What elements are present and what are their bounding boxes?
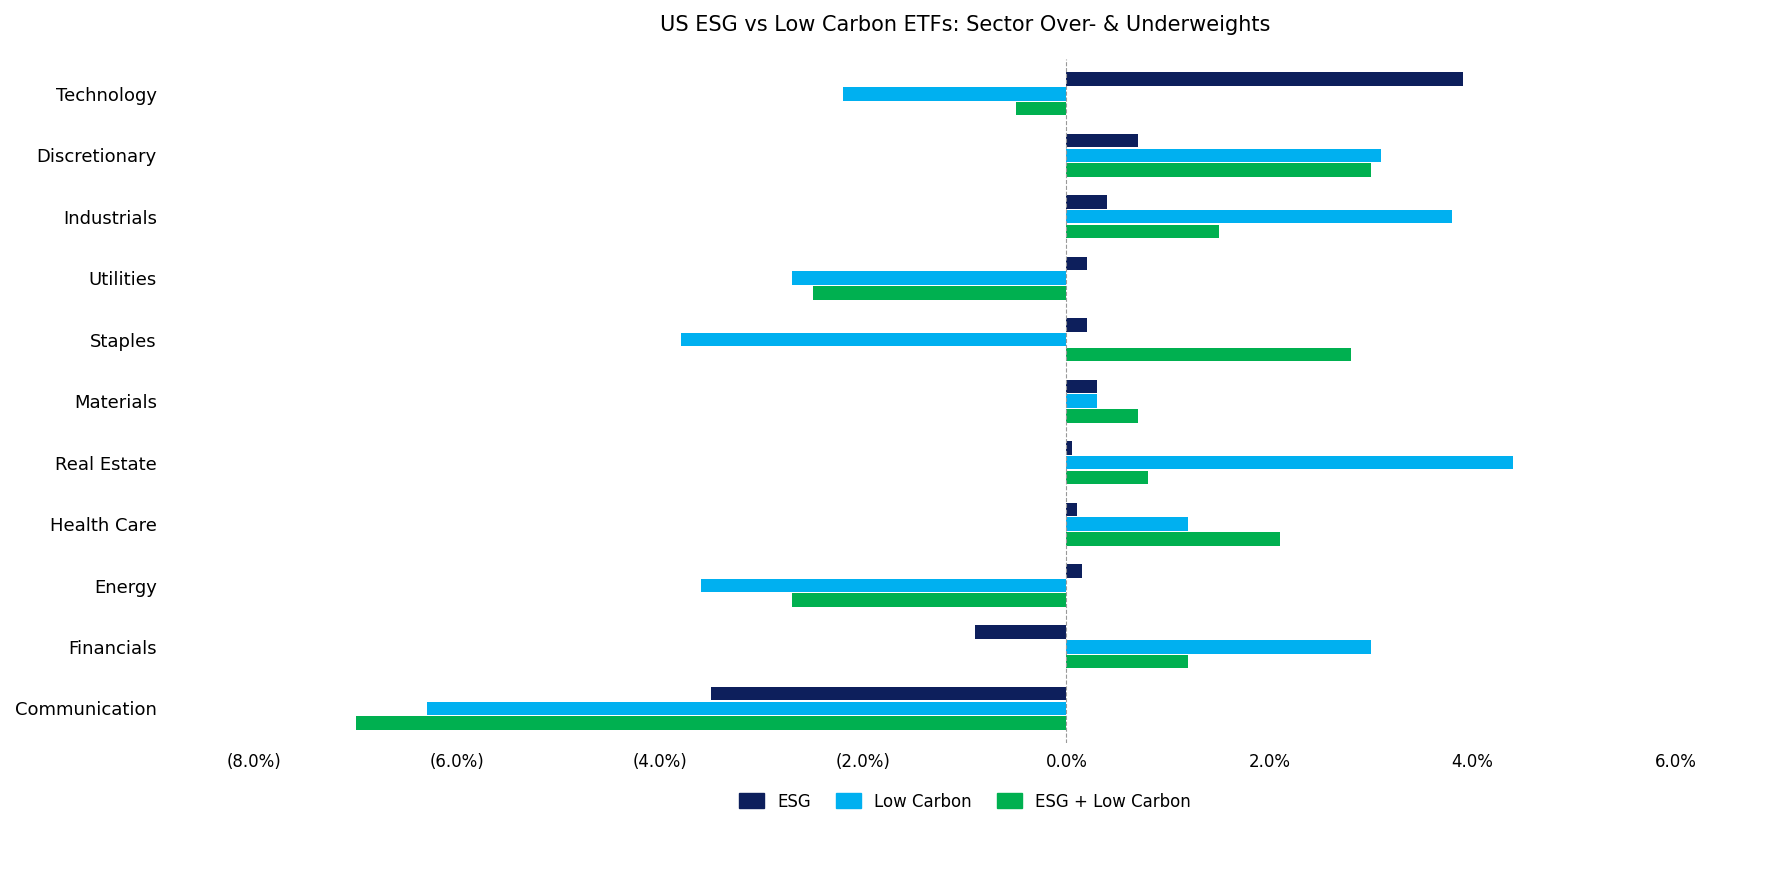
Bar xyxy=(711,687,1067,700)
Bar xyxy=(1067,456,1513,469)
Bar xyxy=(813,286,1067,300)
Bar xyxy=(356,717,1067,730)
Legend: ESG, Low Carbon, ESG + Low Carbon: ESG, Low Carbon, ESG + Low Carbon xyxy=(732,786,1198,817)
Bar xyxy=(1067,149,1380,162)
Bar xyxy=(1067,409,1138,423)
Bar xyxy=(1067,471,1148,484)
Bar xyxy=(1067,134,1138,147)
Bar xyxy=(1067,210,1453,224)
Bar xyxy=(1067,225,1219,238)
Bar xyxy=(843,87,1067,101)
Bar xyxy=(1067,318,1086,332)
Bar xyxy=(1067,73,1462,86)
Bar xyxy=(792,272,1067,285)
Title: US ESG vs Low Carbon ETFs: Sector Over- & Underweights: US ESG vs Low Carbon ETFs: Sector Over- … xyxy=(659,15,1271,35)
Bar xyxy=(1067,395,1097,408)
Bar xyxy=(792,594,1067,607)
Bar xyxy=(702,579,1067,592)
Bar xyxy=(1067,564,1081,578)
Bar xyxy=(427,702,1067,715)
Bar xyxy=(1067,532,1279,545)
Bar xyxy=(1067,640,1372,654)
Bar xyxy=(1067,348,1350,361)
Bar xyxy=(1067,196,1108,209)
Bar xyxy=(1067,163,1372,177)
Bar xyxy=(1015,102,1067,115)
Bar xyxy=(1067,380,1097,393)
Bar xyxy=(1067,257,1086,270)
Bar xyxy=(1067,517,1189,531)
Bar xyxy=(1067,503,1077,516)
Bar xyxy=(975,626,1067,639)
Bar xyxy=(1067,441,1072,455)
Bar xyxy=(1067,655,1189,668)
Bar xyxy=(680,333,1067,346)
